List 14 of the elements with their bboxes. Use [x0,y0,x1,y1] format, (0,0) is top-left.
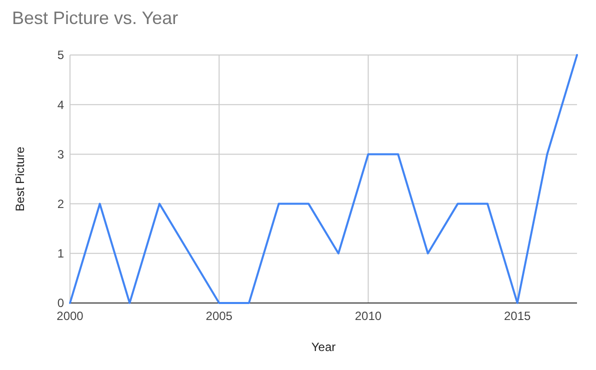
y-tick-label: 0 [57,296,64,310]
y-tick-label: 5 [57,48,64,62]
x-tick-label: 2000 [56,309,84,323]
x-tick-label: 2005 [206,309,233,323]
y-axis-title: Best Picture [13,146,27,212]
y-tick-label: 1 [57,246,64,261]
chart-title: Best Picture vs. Year [12,8,178,28]
y-tick-label: 4 [57,98,64,112]
line-series [69,54,578,304]
x-tick-label: 2015 [504,309,532,323]
y-tick-label: 3 [57,147,64,162]
y-tick-label: 2 [57,197,64,211]
x-axis-title: Year [311,340,336,354]
x-tick-label: 2010 [354,309,382,323]
